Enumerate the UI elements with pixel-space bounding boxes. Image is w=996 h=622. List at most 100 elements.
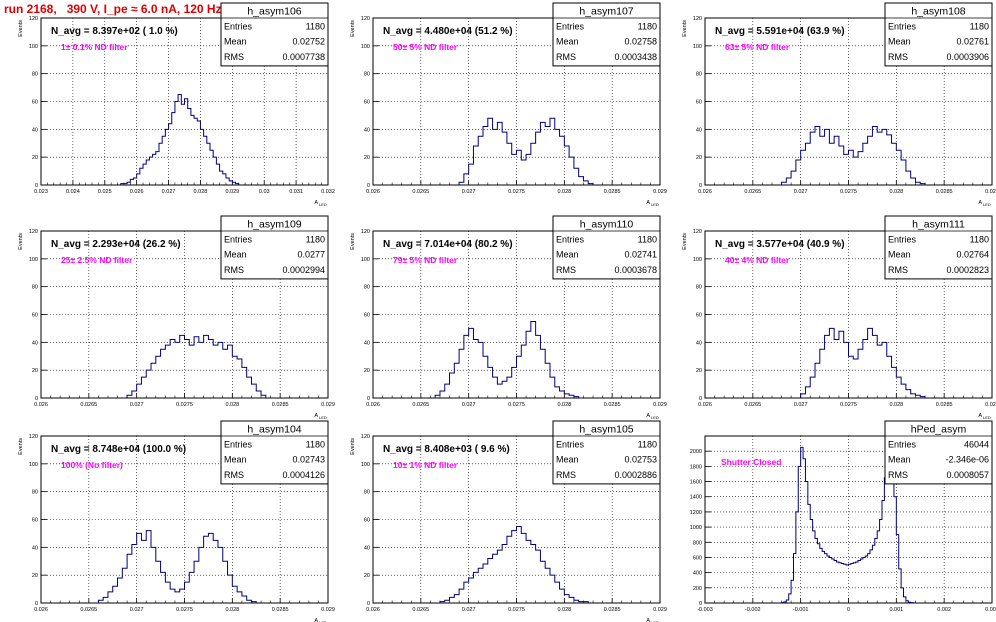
stats-value: 0.02758 — [624, 37, 657, 47]
y-tick-label: 1600 — [690, 480, 702, 486]
x-tick-label: 0.026 — [698, 189, 712, 195]
stats-value: 0.0277 — [297, 250, 325, 260]
y-tick-label: 120 — [29, 434, 38, 440]
x-tick-label: 0.028 — [194, 189, 208, 195]
stats-label: RMS — [888, 470, 908, 480]
stats-box-title: h_asym111 — [912, 219, 965, 231]
header-text: N_avg = 7.014e+04 (80.2 %) — [383, 239, 513, 250]
y-tick-label: 200 — [693, 586, 702, 592]
x-axis-label-subscript: LED — [319, 415, 327, 420]
x-axis-label: A — [646, 618, 650, 622]
y-tick-label: 100 — [693, 257, 702, 263]
x-tick-label: 0.0275 — [840, 402, 857, 408]
histogram-panel-h_asym110: 0.026 0.0265 0.027 0.0275 0.028 0.0285 0.029 0 2… — [350, 215, 667, 420]
x-axis-label-subscript: LED — [319, 202, 327, 207]
x-tick-label: 0.026 — [34, 402, 48, 408]
y-tick-label: 80 — [364, 490, 370, 496]
stats-value: 1180 — [970, 234, 989, 244]
annotation-note: Shutter Closed — [721, 457, 781, 467]
y-tick-label: 1200 — [690, 510, 702, 516]
y-tick-label: 1000 — [690, 525, 702, 531]
stats-label: Mean — [888, 250, 911, 260]
x-tick-label: 0.0265 — [80, 402, 97, 408]
y-tick-label: 40 — [32, 340, 38, 346]
x-axis-label-subscript: LED — [983, 415, 991, 420]
stats-label: Entries — [888, 234, 917, 244]
y-axis-label: Events — [350, 20, 356, 37]
x-axis-label: A — [314, 618, 318, 622]
stats-label: Entries — [224, 234, 253, 244]
annotation-note: 79± 5% ND filter — [393, 255, 458, 265]
x-tick-label: 0.029 — [653, 189, 667, 195]
y-tick-label: 20 — [32, 573, 38, 579]
stats-value: 0.0008057 — [946, 470, 989, 480]
histogram-series — [439, 525, 589, 603]
histogram-series — [458, 117, 594, 185]
stats-box — [220, 420, 329, 485]
stats-value: 0.02743 — [292, 455, 325, 465]
x-tick-label: 0.028 — [225, 402, 239, 408]
header-text: N_avg = 8.397e+02 ( 1.0 %) — [51, 26, 178, 37]
histogram-panel-h_asym111: 0.026 0.0265 0.027 0.0275 0.028 0.0285 0.029 0 2… — [682, 215, 996, 420]
y-tick-label: 100 — [29, 257, 38, 263]
stats-label: RMS — [224, 52, 244, 62]
y-tick-label: 40 — [32, 545, 38, 551]
run-title: run 2168, 390 V, I_pe ≈ 6.0 nA, 120 Hz — [4, 2, 222, 16]
y-tick-label: 60 — [32, 313, 38, 319]
histogram-panel-h_asym106: 0.023 0.024 0.025 0.026 0.027 0.028 0.029 0.03 0… — [18, 2, 335, 207]
x-axis-label: A — [978, 413, 982, 419]
stats-box — [884, 420, 993, 485]
y-axis-label: Events — [18, 233, 24, 250]
y-tick-label: 80 — [32, 285, 38, 291]
stats-label: Entries — [888, 21, 917, 31]
stats-value: 46044 — [964, 439, 989, 449]
y-tick-label: 80 — [696, 72, 702, 78]
x-tick-label: 0.029 — [321, 607, 335, 613]
stats-value: 1180 — [638, 439, 657, 449]
histogram-panel-h_asym105: 0.026 0.0265 0.027 0.0275 0.028 0.0285 0.029 0 2… — [350, 420, 667, 622]
y-tick-label: 20 — [696, 368, 702, 374]
y-axis-label: Events — [350, 438, 356, 455]
stats-box-title: hPed_asym — [911, 424, 967, 436]
stats-value: 0.02753 — [624, 455, 657, 465]
header-text: N_avg = 8.408e+03 ( 9.6 %) — [383, 444, 510, 455]
x-tick-label: 0.0275 — [176, 402, 193, 408]
x-tick-label: 0.0265 — [80, 607, 97, 613]
stats-box — [552, 215, 661, 280]
y-tick-label: 60 — [364, 518, 370, 524]
histogram-series — [781, 126, 926, 185]
x-tick-label: 0.025 — [98, 189, 112, 195]
x-tick-label: 0.026 — [34, 607, 48, 613]
stats-box-title: h_asym107 — [579, 6, 633, 18]
x-tick-label: 0.0265 — [744, 189, 761, 195]
y-tick-label: 40 — [696, 340, 702, 346]
x-tick-label: 0.028 — [557, 189, 571, 195]
y-axis-label: Events — [18, 20, 24, 37]
y-axis-label: Events — [18, 438, 24, 455]
stats-value: 1180 — [306, 439, 325, 449]
x-axis-label: A — [646, 413, 650, 419]
stats-box-title: h_asym110 — [580, 219, 634, 231]
x-tick-label: 0.027 — [794, 402, 808, 408]
annotation-note: 1± 0.1% ND filter — [61, 42, 128, 52]
x-tick-label: 0.0275 — [508, 607, 525, 613]
histogram-series — [800, 327, 926, 398]
x-axis-label-subscript: LED — [319, 620, 327, 622]
stats-label: RMS — [224, 265, 244, 275]
x-axis-label: A — [314, 200, 318, 206]
y-tick-label: 100 — [361, 257, 370, 263]
stats-value: 0.0002823 — [946, 265, 989, 275]
y-tick-label: 1400 — [690, 495, 702, 501]
x-axis-label-subscript: LED — [983, 202, 991, 207]
y-tick-label: 0 — [35, 601, 38, 607]
y-tick-label: 0 — [699, 396, 702, 402]
y-tick-label: 100 — [361, 44, 370, 50]
y-tick-label: 60 — [364, 100, 370, 106]
x-tick-label: 0.002 — [937, 607, 951, 613]
x-tick-label: 0.0265 — [412, 402, 429, 408]
x-tick-label: -0.001 — [793, 607, 809, 613]
y-tick-label: 0 — [699, 183, 702, 189]
x-tick-label: 0.0275 — [508, 402, 525, 408]
histogram-series — [126, 334, 267, 398]
